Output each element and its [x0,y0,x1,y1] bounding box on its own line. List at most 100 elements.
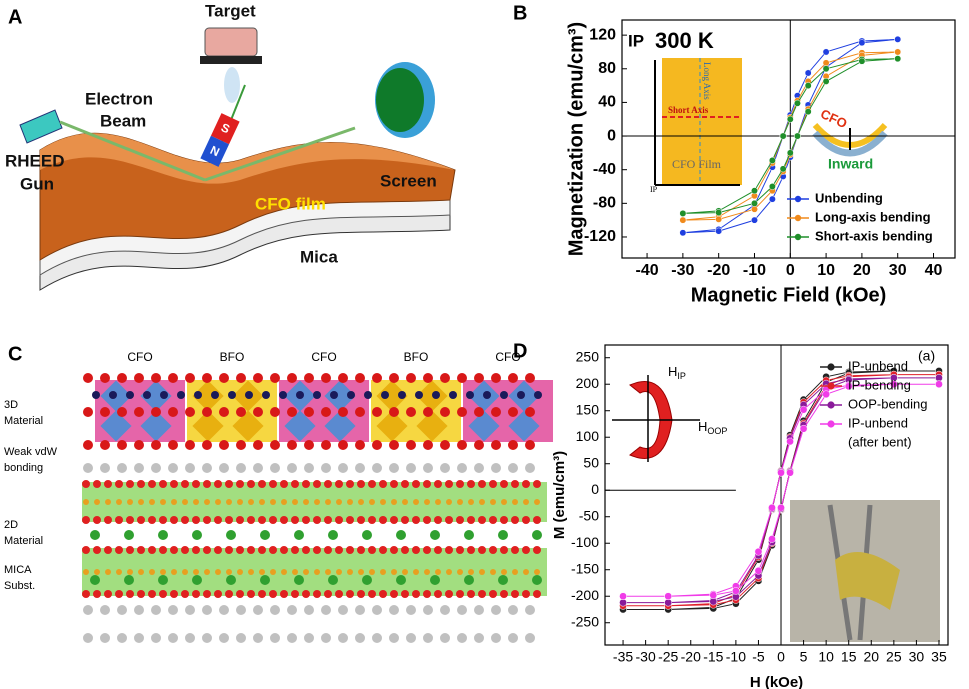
x-tick-label: 10 [817,262,835,279]
octahedron [100,410,132,442]
atom [415,391,423,399]
data-point [844,382,853,391]
y-tick-label: 40 [598,94,616,111]
atom [138,499,144,505]
magnet-n [200,135,230,167]
atom [280,546,288,554]
atom [170,516,178,524]
data-point [768,183,776,190]
atom [192,516,200,524]
atom [328,575,338,585]
legend-marker [827,401,835,409]
atom [270,373,280,383]
film-top [40,133,455,184]
atom [203,516,211,524]
atom [489,590,497,598]
atom [457,407,467,417]
atom [389,633,399,643]
atom [491,407,501,417]
data-point [768,195,776,203]
legend-label: Long-axis bending [815,209,931,224]
atom [83,463,93,473]
atom [100,373,110,383]
atom [362,530,372,540]
x-axis-label: Magnetic Field (kOe) [691,284,887,306]
atom [100,605,110,615]
atom [500,480,508,488]
atom [302,590,310,598]
atom [171,569,177,575]
atom [525,633,535,643]
data-point [894,48,902,56]
atom [270,569,276,575]
atom [211,391,219,399]
atom [291,590,299,598]
atom [346,546,354,554]
atom [181,546,189,554]
atom [269,590,277,598]
inset-film [662,58,742,185]
atom [402,569,408,575]
data-point [786,115,794,123]
atom [534,569,540,575]
data-point [858,39,866,47]
atom [270,463,280,473]
inset-label: IP [650,185,658,194]
atom [104,516,112,524]
atom [253,463,263,473]
data-point [679,216,687,224]
data-point [679,229,687,237]
atom [287,633,297,643]
atom [83,569,89,575]
annotation: HIP [668,364,686,381]
legend-label: Unbending [815,190,883,205]
atom [532,575,542,585]
atom [445,480,453,488]
atom [440,407,450,417]
atom [389,463,399,473]
atom [137,590,145,598]
atom [479,499,485,505]
data-point [786,437,794,446]
atom [534,499,540,505]
atom [253,633,263,643]
atom [117,407,127,417]
atom [335,590,343,598]
y-tick-label: -250 [571,613,599,629]
octahedron [140,410,172,442]
atom [390,480,398,488]
atom [93,516,101,524]
atom [181,480,189,488]
atom [127,499,133,505]
atom [137,480,145,488]
atom [185,407,195,417]
atom [440,440,450,450]
atom [134,373,144,383]
atom [346,516,354,524]
atom [291,480,299,488]
atom [533,516,541,524]
atom [338,605,348,615]
atom [292,569,298,575]
atom [247,480,255,488]
atom [90,530,100,540]
atom [115,590,123,598]
bent-sample [835,552,900,610]
atom [93,480,101,488]
atom [445,590,453,598]
atom [336,499,342,505]
inset-label: Inward [828,156,873,172]
atom [321,633,331,643]
atom [117,463,127,473]
y-tick-label: -50 [579,507,599,523]
atom [368,516,376,524]
y-tick-label: -150 [571,560,599,576]
atom [491,605,501,615]
atom [258,590,266,598]
data-point [804,69,812,77]
atom [355,633,365,643]
atom [203,546,211,554]
atom [90,575,100,585]
atom [402,499,408,505]
atom [338,440,348,450]
